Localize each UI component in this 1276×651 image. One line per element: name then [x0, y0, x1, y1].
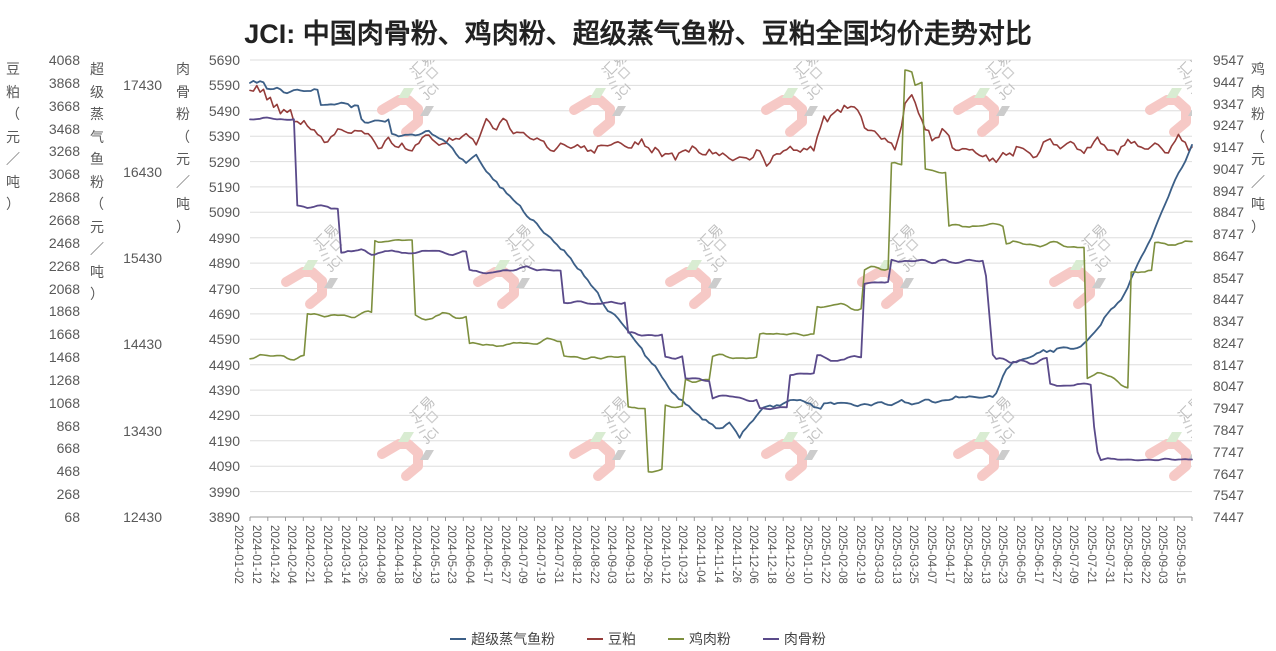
- svg-text:汇易: 汇易: [503, 221, 534, 252]
- svg-text:JCI: JCI: [611, 424, 634, 447]
- svg-text:汇易: 汇易: [1175, 393, 1206, 424]
- svg-text:汇易: 汇易: [695, 221, 726, 252]
- svg-text:汇易: 汇易: [791, 49, 822, 80]
- svg-text:JCI: JCI: [995, 424, 1018, 447]
- svg-text:JCI: JCI: [611, 80, 634, 103]
- svg-text:JCI: JCI: [707, 252, 730, 275]
- svg-text:JCI: JCI: [899, 252, 922, 275]
- svg-text:JCI: JCI: [1187, 80, 1210, 103]
- svg-text:JCI: JCI: [1187, 424, 1210, 447]
- svg-text:汇易: 汇易: [983, 49, 1014, 80]
- svg-text:汇易: 汇易: [215, 393, 246, 424]
- svg-text:汇易: 汇易: [407, 393, 438, 424]
- svg-text:汇易: 汇易: [599, 49, 630, 80]
- svg-text:JCI: JCI: [419, 424, 442, 447]
- svg-text:汇易: 汇易: [407, 49, 438, 80]
- svg-text:JCI: JCI: [1091, 252, 1114, 275]
- svg-text:JCI: JCI: [419, 80, 442, 103]
- svg-text:JCI: JCI: [227, 80, 250, 103]
- svg-text:JCI: JCI: [803, 80, 826, 103]
- svg-text:汇易: 汇易: [311, 221, 342, 252]
- svg-text:汇易: 汇易: [983, 393, 1014, 424]
- svg-text:汇易: 汇易: [1175, 49, 1206, 80]
- svg-text:JCI: JCI: [227, 424, 250, 447]
- svg-text:JCI: JCI: [515, 252, 538, 275]
- svg-text:JCI: JCI: [803, 424, 826, 447]
- svg-text:汇易: 汇易: [887, 221, 918, 252]
- svg-text:JCI: JCI: [995, 80, 1018, 103]
- svg-text:汇易: 汇易: [215, 49, 246, 80]
- svg-text:JCI: JCI: [323, 252, 346, 275]
- svg-text:汇易: 汇易: [599, 393, 630, 424]
